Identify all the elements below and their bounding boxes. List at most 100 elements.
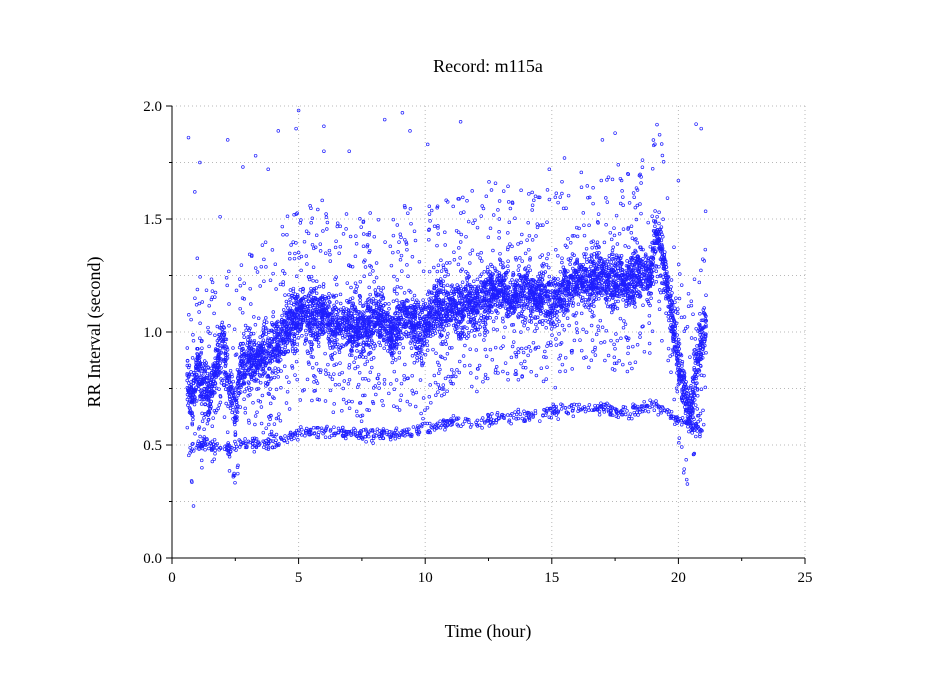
data-point: [374, 292, 378, 296]
data-point: [266, 328, 271, 333]
data-point: [397, 350, 402, 355]
data-point: [516, 315, 521, 320]
data-point: [336, 315, 341, 320]
data-point: [549, 322, 553, 327]
data-point: [682, 382, 687, 387]
data-point: [641, 247, 645, 252]
data-point: [624, 304, 628, 308]
data-point: [341, 309, 346, 313]
data-point: [626, 264, 631, 269]
data-point: [224, 362, 228, 366]
data-point: [253, 368, 258, 373]
data-point: [590, 310, 595, 314]
data-point: [374, 301, 379, 305]
data-point: [418, 316, 422, 321]
data-point: [506, 264, 510, 268]
data-point: [455, 325, 459, 329]
data-point: [467, 274, 471, 279]
data-point: [617, 256, 622, 261]
data-point: [589, 264, 593, 269]
data-point: [511, 323, 516, 327]
data-point: [540, 306, 544, 310]
data-point: [365, 338, 370, 342]
data-point: [613, 299, 618, 304]
data-point: [437, 330, 442, 334]
data-point: [203, 363, 208, 367]
data-points: [185, 108, 708, 508]
data-point: [423, 329, 427, 334]
data-point: [387, 307, 391, 311]
data-point: [673, 306, 677, 311]
data-point: [423, 314, 427, 319]
data-point: [653, 224, 657, 229]
data-point: [490, 310, 494, 315]
data-point: [666, 315, 671, 319]
data-point: [379, 288, 383, 293]
data-point: [199, 352, 203, 356]
data-point: [548, 279, 553, 284]
data-point: [361, 303, 366, 308]
data-point: [453, 322, 458, 327]
data-point: [641, 256, 645, 261]
data-point: [571, 304, 575, 308]
data-point: [568, 262, 572, 267]
data-point: [700, 333, 705, 337]
data-point: [223, 341, 227, 346]
data-point: [444, 267, 448, 272]
data-point: [493, 266, 497, 271]
data-point: [638, 295, 642, 299]
data-point: [623, 293, 627, 297]
data-point: [458, 284, 463, 288]
data-point: [436, 317, 440, 322]
data-point: [683, 411, 688, 415]
data-point: [675, 333, 679, 337]
data-point: [567, 298, 572, 302]
data-point: [288, 288, 293, 292]
data-point: [408, 305, 413, 310]
data-point: [475, 277, 480, 282]
data-point: [621, 268, 625, 272]
data-point: [511, 289, 515, 294]
data-point: [610, 248, 615, 253]
data-point: [643, 252, 648, 257]
data-point: [191, 417, 195, 422]
data-point: [657, 210, 661, 215]
data-point: [496, 280, 500, 285]
data-point: [242, 335, 246, 339]
data-point: [606, 304, 610, 309]
data-point: [627, 299, 632, 303]
data-point: [481, 318, 485, 323]
data-point: [425, 292, 430, 297]
data-point: [624, 263, 629, 268]
data-point: [427, 297, 431, 301]
data-point: [602, 278, 606, 283]
data-point: [202, 387, 206, 391]
data-point: [353, 356, 358, 360]
data-point: [333, 351, 337, 355]
data-point: [633, 305, 637, 309]
data-point: [528, 268, 532, 273]
data-point: [467, 282, 472, 287]
data-point: [344, 311, 348, 316]
data-point: [374, 299, 378, 303]
data-point: [304, 328, 308, 333]
data-point: [368, 305, 372, 310]
data-point: [185, 371, 189, 376]
data-point: [584, 246, 589, 251]
data-point: [271, 310, 276, 314]
data-point: [444, 296, 448, 300]
data-point: [202, 416, 206, 420]
data-point: [435, 278, 439, 283]
data-point: [303, 338, 308, 343]
data-point: [203, 369, 207, 374]
data-point: [518, 256, 522, 260]
data-point: [429, 296, 433, 301]
data-point: [685, 394, 690, 399]
data-point: [510, 323, 514, 327]
data-point: [372, 323, 376, 327]
data-point: [284, 320, 288, 324]
data-point: [624, 268, 629, 273]
data-point: [627, 245, 631, 250]
data-point: [577, 263, 582, 267]
data-point: [199, 402, 204, 406]
